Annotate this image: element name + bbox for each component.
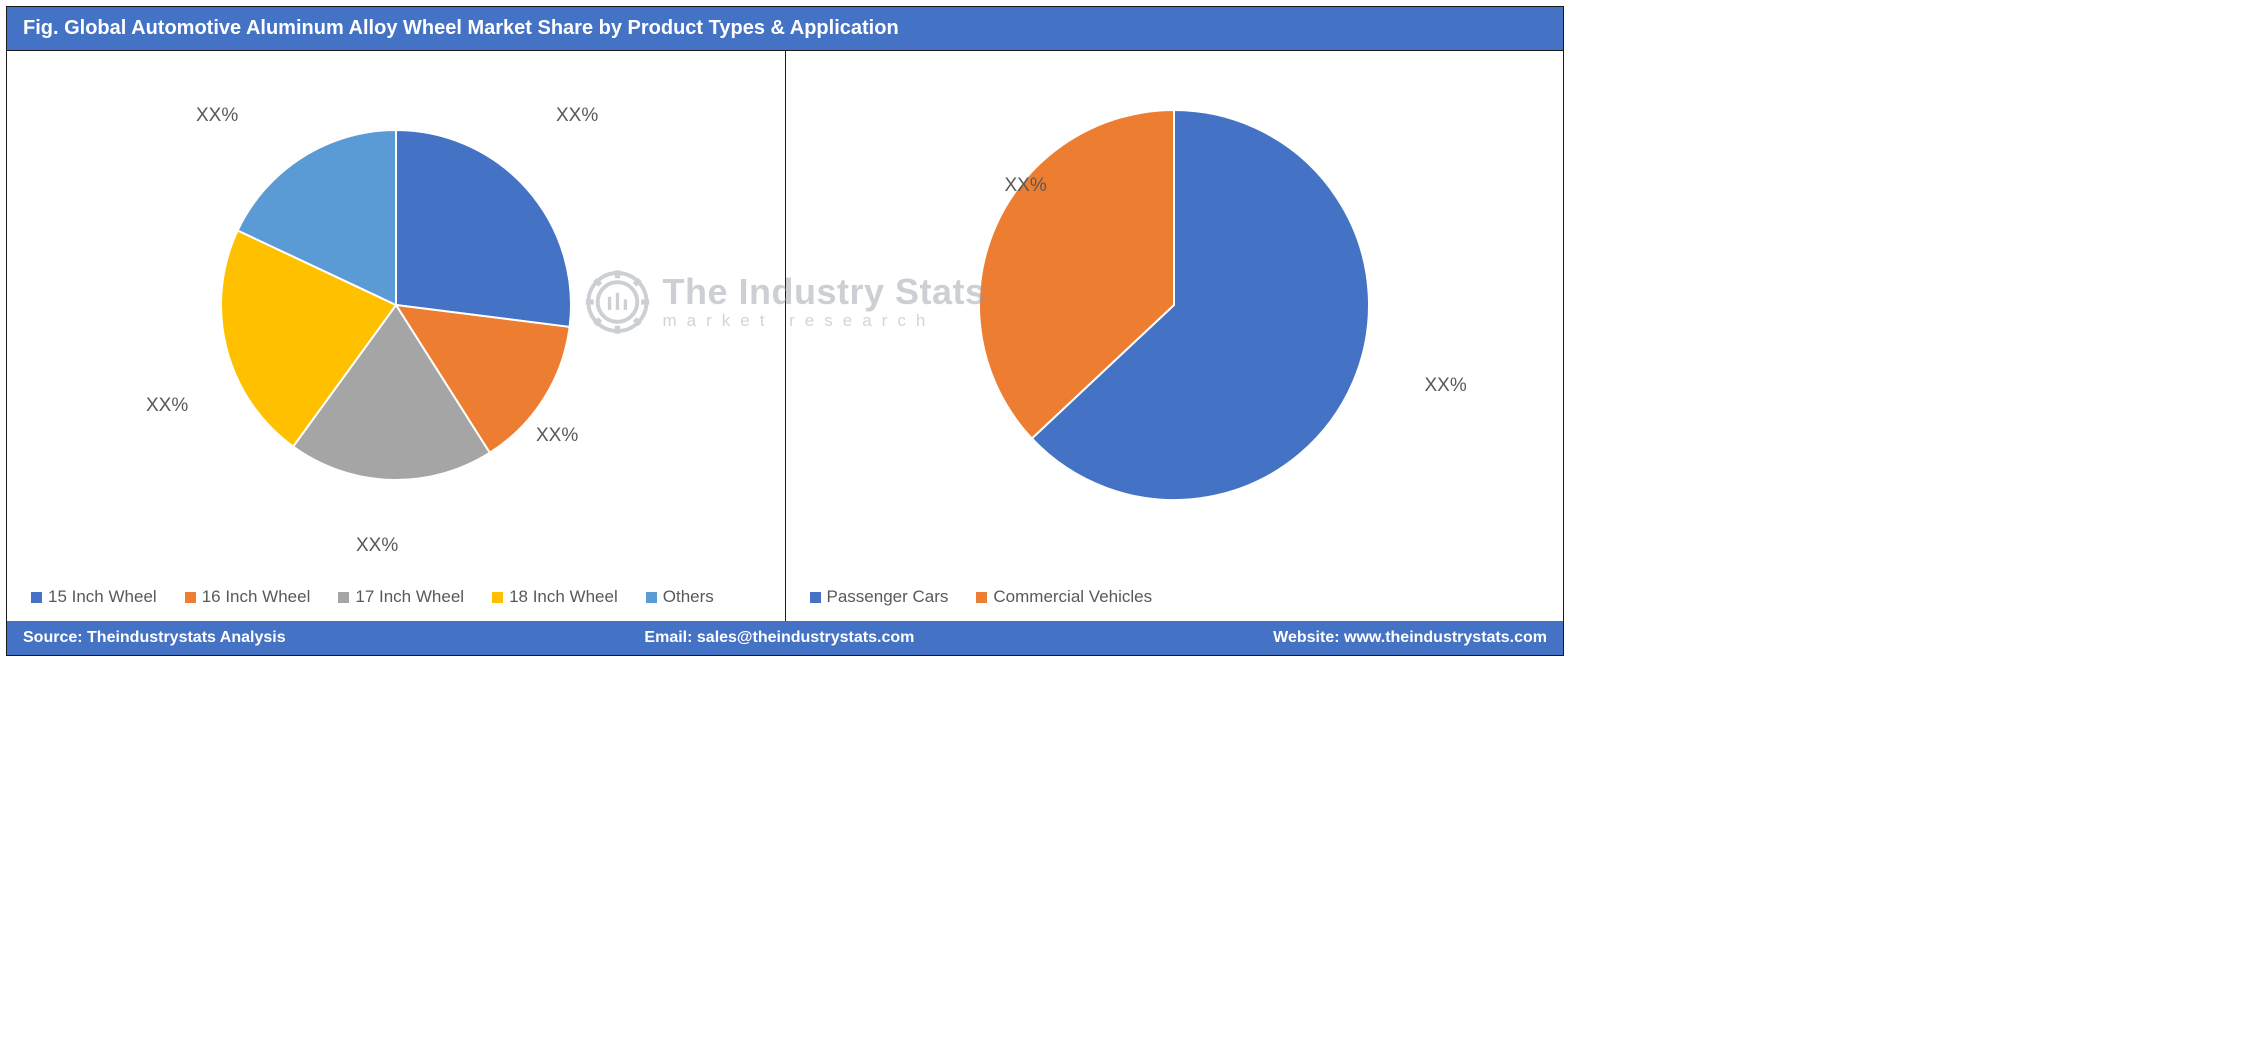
pie-right (894, 85, 1454, 545)
legend-swatch (976, 592, 987, 603)
legend-swatch (338, 592, 349, 603)
footer-source-value: Theindustrystats Analysis (87, 629, 286, 646)
legend-right: Passenger Cars Commercial Vehicles (786, 579, 1564, 621)
legend-swatch (185, 592, 196, 603)
footer-email-label: Email: (644, 629, 696, 646)
pie-left-wrap: XX% XX% XX% XX% XX% (7, 51, 785, 579)
legend-item: Others (646, 587, 714, 607)
legend-label: 17 Inch Wheel (355, 587, 464, 607)
pie-left (136, 85, 656, 545)
pie-slice-label: XX% (536, 425, 578, 447)
chart-right-cell: XX% XX% Passenger Cars Commercial Vehicles (786, 51, 1564, 621)
footer-website-label: Website: (1273, 629, 1344, 646)
footer-source-label: Source: (23, 629, 87, 646)
pie-slice-label: XX% (356, 535, 398, 557)
footer-email-value: sales@theindustrystats.com (697, 629, 914, 646)
legend-swatch (810, 592, 821, 603)
pie-slice-label: XX% (146, 395, 188, 417)
legend-item: 15 Inch Wheel (31, 587, 157, 607)
pie-slice-label: XX% (1005, 175, 1047, 197)
pie-slice-label: XX% (196, 105, 238, 127)
footer-website-value: www.theindustrystats.com (1344, 629, 1547, 646)
pie-slice-label: XX% (1425, 375, 1467, 397)
legend-swatch (646, 592, 657, 603)
footer-source: Source: Theindustrystats Analysis (23, 629, 286, 647)
pie-slice (396, 130, 571, 327)
footer-website: Website: www.theindustrystats.com (1273, 629, 1547, 647)
figure-title-bar: Fig. Global Automotive Aluminum Alloy Wh… (7, 7, 1563, 51)
chart-left-cell: XX% XX% XX% XX% XX% 15 Inch Wheel 16 Inch Whe… (7, 51, 785, 621)
legend-label: Others (663, 587, 714, 607)
legend-item: Passenger Cars (810, 587, 949, 607)
legend-swatch (492, 592, 503, 603)
pie-slice-label: XX% (556, 105, 598, 127)
legend-left: 15 Inch Wheel 16 Inch Wheel 17 Inch Wheel 1… (7, 579, 785, 621)
footer-email: Email: sales@theindustrystats.com (644, 629, 914, 647)
pie-right-wrap: XX% XX% (786, 51, 1564, 579)
legend-item: 18 Inch Wheel (492, 587, 618, 607)
figure-frame: Fig. Global Automotive Aluminum Alloy Wh… (6, 6, 1564, 656)
legend-item: Commercial Vehicles (976, 587, 1152, 607)
legend-label: Passenger Cars (827, 587, 949, 607)
charts-row: XX% XX% XX% XX% XX% 15 Inch Wheel 16 Inch Whe… (7, 51, 1563, 621)
legend-item: 16 Inch Wheel (185, 587, 311, 607)
figure-title: Fig. Global Automotive Aluminum Alloy Wh… (23, 17, 899, 39)
legend-item: 17 Inch Wheel (338, 587, 464, 607)
legend-label: 15 Inch Wheel (48, 587, 157, 607)
footer-bar: Source: Theindustrystats Analysis Email:… (7, 621, 1563, 655)
legend-label: 16 Inch Wheel (202, 587, 311, 607)
legend-label: Commercial Vehicles (993, 587, 1152, 607)
legend-label: 18 Inch Wheel (509, 587, 618, 607)
legend-swatch (31, 592, 42, 603)
